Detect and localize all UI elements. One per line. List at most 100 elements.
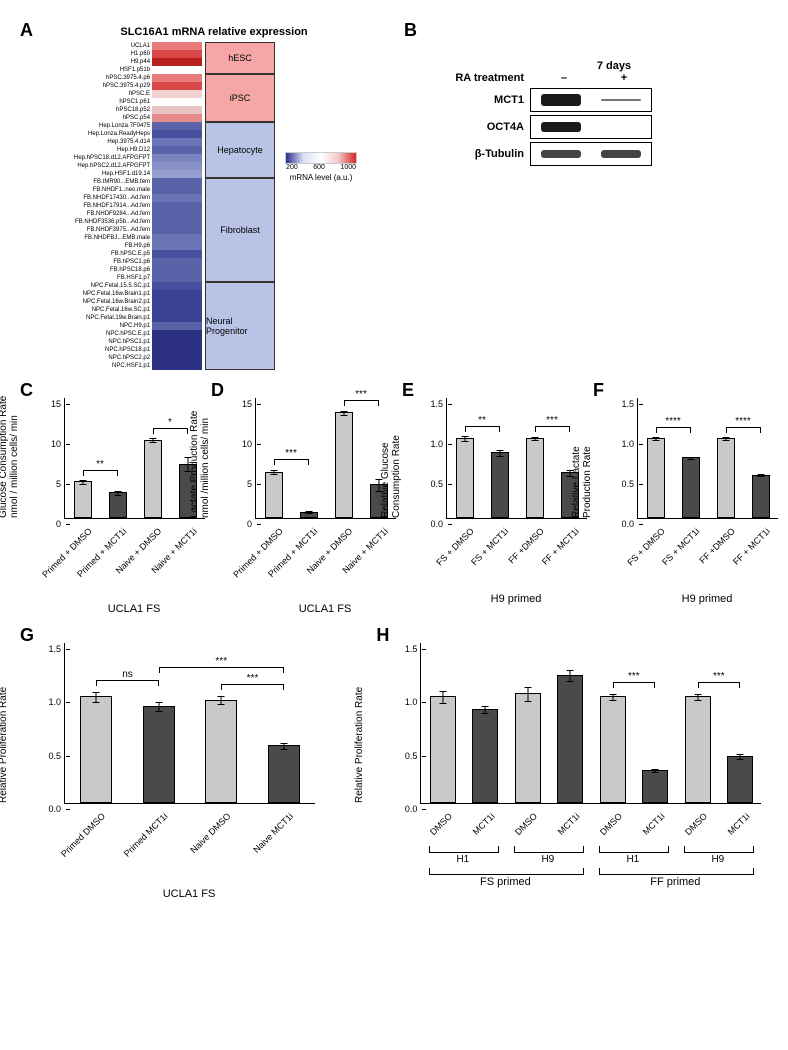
blot-lane <box>531 89 591 111</box>
x-label-space <box>446 519 586 589</box>
heat-row-label: FB.IMR90...EMB.fem <box>74 178 150 186</box>
sig-text: ** <box>465 415 500 426</box>
heat-row-labels: UCLA1H1.p60H9.p44HSF1.p51bhPSC.3975.4.p6… <box>74 42 152 370</box>
sig-text: *** <box>613 671 656 682</box>
error-bar <box>308 511 309 514</box>
significance: *** <box>344 403 379 406</box>
bar <box>717 438 735 518</box>
bar <box>685 696 711 803</box>
error-bar <box>96 692 97 703</box>
chart: Glucose Consumption Ratenmol / million c… <box>30 398 205 615</box>
y-tick: 0.0 <box>405 804 422 814</box>
blot-lane <box>591 143 651 165</box>
heat-cell <box>152 218 202 226</box>
panel-E: ERelative GlucoseConsumption Rate0.00.51… <box>402 380 587 615</box>
sig-line <box>153 428 188 434</box>
bar <box>515 693 541 803</box>
error-bar <box>343 411 344 416</box>
blot-row: β-Tubulin <box>454 142 768 166</box>
heat-cell <box>152 90 202 98</box>
heat-row-label: FB.NHDF1..neo.male <box>74 186 150 194</box>
error-bar <box>152 438 153 443</box>
heat-cell <box>152 130 202 138</box>
x-label-space <box>64 804 314 884</box>
error-bar <box>612 694 613 700</box>
western-blot: 7 days RA treatment – + MCT1OCT4Aβ-Tubul… <box>454 60 768 166</box>
sig-line <box>726 427 761 433</box>
significance: *** <box>698 685 741 688</box>
heat-row-label: UCLA1 <box>74 42 150 50</box>
blot-label: MCT1 <box>454 94 530 106</box>
legend-gradient <box>285 152 357 164</box>
sig-line <box>344 400 379 406</box>
heat-row-label: hPSC.3975.4.p6 <box>74 74 150 82</box>
heat-cell <box>152 210 202 218</box>
heat-group: Fibroblast <box>205 178 275 282</box>
sig-text: **** <box>726 416 761 427</box>
y-axis-label: Relative Proliferation Rate <box>354 687 365 803</box>
bar <box>430 696 456 803</box>
significance: *** <box>535 429 570 432</box>
heat-cell <box>152 122 202 130</box>
sig-text: * <box>153 417 188 428</box>
blot-lanes <box>530 115 652 139</box>
blot-band <box>541 94 581 106</box>
bar <box>642 770 668 803</box>
bar <box>557 675 583 803</box>
blot-lanes <box>530 88 652 112</box>
sig-line <box>96 680 159 686</box>
heat-cell <box>152 250 202 258</box>
blot-band <box>601 150 641 158</box>
bar <box>300 512 318 518</box>
heat-row-label: NPC.hPSC.E.p1 <box>74 330 150 338</box>
sig-text: *** <box>274 448 309 459</box>
heat-row-label: Hep.3975.4.d14 <box>74 138 150 146</box>
heat-row-label: NPC.Fetal.16w.SC.p1 <box>74 306 150 314</box>
heat-row-label: Hep.HSF1.d19.14 <box>74 170 150 178</box>
heat-cell <box>152 66 202 74</box>
heat-row-label: H1.p60 <box>74 50 150 58</box>
significance: *** <box>274 462 309 465</box>
heat-group: Hepatocyte <box>205 122 275 178</box>
y-tick: 5 <box>56 479 65 489</box>
bar <box>526 438 544 518</box>
heat-cell <box>152 362 202 370</box>
blot-lane <box>591 89 651 111</box>
y-tick: 1.0 <box>621 439 638 449</box>
chart-area: 051015Primed + DMSOPrimed + MCT1iNaive +… <box>64 398 205 519</box>
error-bar <box>117 491 118 496</box>
chart: Lactate Production Ratenmol /million cel… <box>221 398 396 615</box>
heat-rows <box>152 42 202 370</box>
error-bar <box>569 470 570 476</box>
sig-text: ** <box>83 459 118 470</box>
row-GH: GRelative Proliferation Rate0.00.51.01.5… <box>20 625 768 900</box>
chart: Relative GlucoseConsumption Rate0.00.51.… <box>412 398 587 605</box>
heat-legend: 200 600 1000 mRNA level (a.u.) <box>285 152 357 182</box>
y-tick: 1.0 <box>430 439 447 449</box>
error-bar <box>570 670 571 683</box>
bar <box>491 452 509 518</box>
bar <box>268 745 300 803</box>
y-tick: 5 <box>247 479 256 489</box>
panel-B: B 7 days RA treatment – + MCT1OCT4Aβ-Tub… <box>404 20 768 370</box>
error-bar <box>534 437 535 442</box>
heat-cell <box>152 186 202 194</box>
heat-row-label: FB.HSF1.p7 <box>74 274 150 282</box>
heat-row-label: FB.NHDF9284...Ad.fem <box>74 210 150 218</box>
error-bar <box>485 706 486 715</box>
y-tick: 10 <box>242 439 256 449</box>
panel-C: CGlucose Consumption Ratenmol / million … <box>20 380 205 615</box>
blot-band <box>541 122 581 132</box>
heat-cell <box>152 74 202 82</box>
y-tick: 0.5 <box>430 479 447 489</box>
sig-line <box>535 426 570 432</box>
cell-line-label: H9 primed <box>637 593 777 605</box>
sig-line <box>159 667 284 673</box>
y-tick: 1.0 <box>405 697 422 707</box>
error-bar <box>221 696 222 705</box>
heat-row-label: Hep.hPSC2.d12.AFPGFPT <box>74 162 150 170</box>
heat-cell <box>152 226 202 234</box>
blot-lane <box>591 116 651 138</box>
heat-row-label: hPSC18.p52 <box>74 106 150 114</box>
legend-tick: 600 <box>313 164 325 171</box>
